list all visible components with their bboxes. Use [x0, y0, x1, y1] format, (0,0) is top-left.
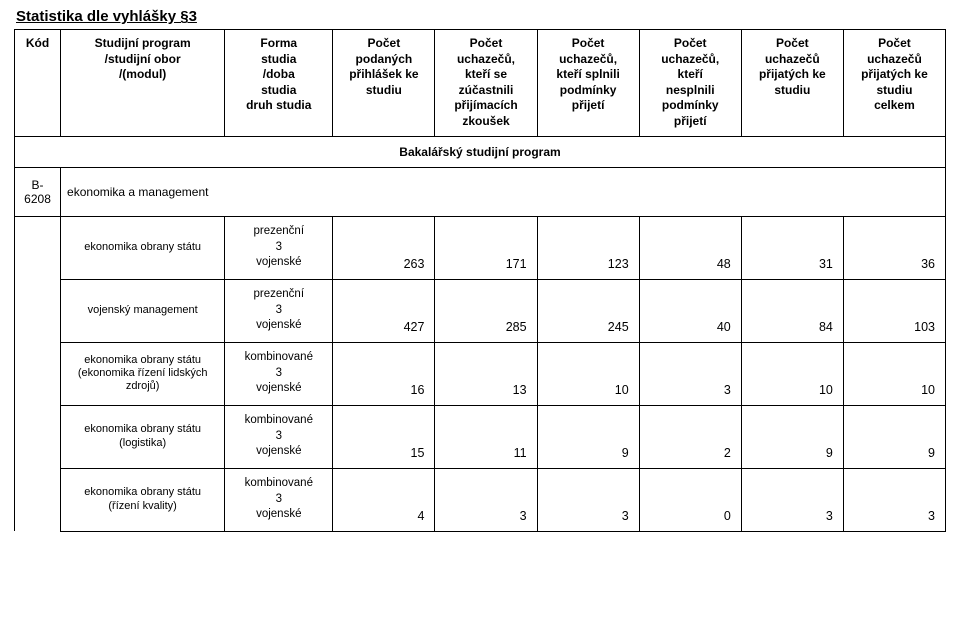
- row-value: 3: [537, 468, 639, 531]
- col-kod: Kód: [15, 30, 61, 137]
- row-form: kombinované3vojenské: [225, 342, 333, 405]
- section-title: Bakalářský studijní program: [15, 136, 946, 167]
- row-form: prezenční3vojenské: [225, 216, 333, 279]
- row-value: 0: [639, 468, 741, 531]
- table-row: ekonomika obrany státu(ekonomika řízení …: [15, 342, 946, 405]
- page-title: Statistika dle vyhlášky §3: [16, 8, 946, 25]
- row-value: 36: [843, 216, 945, 279]
- table-row: ekonomika obrany státu(řízení kvality)ko…: [15, 468, 946, 531]
- row-form: kombinované3vojenské: [225, 468, 333, 531]
- row-value: 2: [639, 405, 741, 468]
- row-value: 10: [843, 342, 945, 405]
- col-program: Studijní program/studijní obor/(modul): [61, 30, 225, 137]
- row-value: 9: [741, 405, 843, 468]
- row-value: 123: [537, 216, 639, 279]
- col-celkem: Početuchazečůpřijatých kestudiucelkem: [843, 30, 945, 137]
- col-prijatych: Početuchazečůpřijatých kestudiu: [741, 30, 843, 137]
- row-value: 3: [639, 342, 741, 405]
- row-form: prezenční3vojenské: [225, 279, 333, 342]
- row-value: 10: [741, 342, 843, 405]
- col-forma: Formastudia/dobastudiadruh studia: [225, 30, 333, 137]
- row-name: vojenský management: [61, 279, 225, 342]
- row-value: 3: [843, 468, 945, 531]
- row-value: 3: [435, 468, 537, 531]
- row-value: 9: [537, 405, 639, 468]
- row-value: 11: [435, 405, 537, 468]
- group-code: B-6208: [15, 167, 61, 216]
- row-value: 40: [639, 279, 741, 342]
- row-form: kombinované3vojenské: [225, 405, 333, 468]
- row-name: ekonomika obrany státu(řízení kvality): [61, 468, 225, 531]
- row-spacer: [15, 216, 61, 279]
- row-value: 13: [435, 342, 537, 405]
- row-value: 103: [843, 279, 945, 342]
- row-value: 15: [333, 405, 435, 468]
- group-name: ekonomika a management: [61, 167, 946, 216]
- col-nesplnili: Početuchazečů,kteřínesplnilipodmínkypřij…: [639, 30, 741, 137]
- stats-table: Kód Studijní program/studijní obor/(modu…: [14, 29, 946, 532]
- row-spacer: [15, 279, 61, 342]
- row-spacer: [15, 468, 61, 531]
- row-spacer: [15, 405, 61, 468]
- table-row: vojenský managementprezenční3vojenské427…: [15, 279, 946, 342]
- row-spacer: [15, 342, 61, 405]
- table-row: ekonomika obrany státuprezenční3vojenské…: [15, 216, 946, 279]
- row-name: ekonomika obrany státu(ekonomika řízení …: [61, 342, 225, 405]
- row-value: 427: [333, 279, 435, 342]
- row-value: 31: [741, 216, 843, 279]
- col-zucastnili: Početuchazečů,kteří sezúčastnilipřijímac…: [435, 30, 537, 137]
- row-value: 9: [843, 405, 945, 468]
- row-value: 84: [741, 279, 843, 342]
- row-value: 171: [435, 216, 537, 279]
- row-value: 285: [435, 279, 537, 342]
- row-name: ekonomika obrany státu: [61, 216, 225, 279]
- row-value: 4: [333, 468, 435, 531]
- row-value: 263: [333, 216, 435, 279]
- row-value: 48: [639, 216, 741, 279]
- row-value: 10: [537, 342, 639, 405]
- col-splnili: Početuchazečů,kteří splnilipodmínkypřije…: [537, 30, 639, 137]
- row-value: 245: [537, 279, 639, 342]
- row-value: 16: [333, 342, 435, 405]
- row-value: 3: [741, 468, 843, 531]
- col-podanych: Početpodanýchpřihlášek kestudiu: [333, 30, 435, 137]
- row-name: ekonomika obrany státu(logistika): [61, 405, 225, 468]
- table-row: ekonomika obrany státu(logistika)kombino…: [15, 405, 946, 468]
